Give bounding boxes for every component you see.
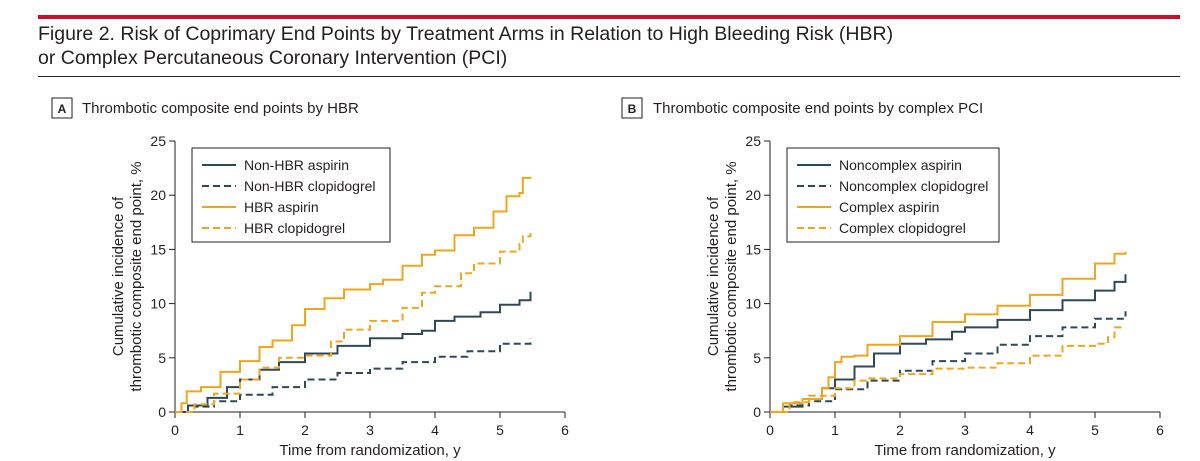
x-tick-label: 2 xyxy=(896,422,904,438)
y-tick-label: 25 xyxy=(150,133,166,149)
x-tick-label: 0 xyxy=(766,422,774,438)
y-tick-label: 20 xyxy=(745,187,761,203)
y-tick-label: 5 xyxy=(753,350,761,366)
chart-panel-b: B Thrombotic composite end points by comp… xyxy=(621,97,1164,459)
x-tick-label: 6 xyxy=(1156,422,1164,438)
x-tick-label: 3 xyxy=(961,422,969,438)
panel-badge-letter: B xyxy=(628,102,637,116)
x-tick-label: 1 xyxy=(831,422,839,438)
x-axis-label: Time from randomization, y xyxy=(874,442,1056,459)
x-tick-label: 4 xyxy=(1026,422,1034,438)
figure-title: Figure 2. Risk of Coprimary End Points b… xyxy=(38,22,1180,70)
series-line-3 xyxy=(175,176,532,413)
series-line-1 xyxy=(175,291,532,413)
x-tick-label: 5 xyxy=(496,422,504,438)
y-axis-label-line-2: thrombotic composite end point, % xyxy=(128,161,145,391)
x-tick-label: 2 xyxy=(301,422,309,438)
x-tick-label: 3 xyxy=(366,422,374,438)
legend-label-2: Non-HBR clopidogrel xyxy=(244,178,376,194)
y-tick-label: 0 xyxy=(158,404,166,420)
panel-badge-letter: A xyxy=(58,102,67,116)
legend-label-1: Noncomplex aspirin xyxy=(839,157,962,173)
panel-badge xyxy=(621,97,643,119)
legend-label-2: Noncomplex clopidogrel xyxy=(839,178,988,194)
legend-label-1: Non-HBR aspirin xyxy=(244,157,349,173)
series-line-4 xyxy=(770,326,1126,413)
panel-title: Thrombotic composite end points by HBR xyxy=(82,100,359,117)
series-line-4 xyxy=(175,233,532,413)
legend-box xyxy=(786,147,1000,243)
series-line-2 xyxy=(175,338,532,413)
x-tick-label: 5 xyxy=(1091,422,1099,438)
x-tick-label: 4 xyxy=(431,422,439,438)
y-tick-label: 10 xyxy=(745,296,761,312)
y-tick-label: 10 xyxy=(150,296,166,312)
x-tick-label: 0 xyxy=(171,422,179,438)
legend-label-3: Complex aspirin xyxy=(839,199,939,215)
y-tick-label: 15 xyxy=(150,241,166,257)
y-tick-label: 15 xyxy=(745,241,761,257)
y-tick-label: 20 xyxy=(150,187,166,203)
series-line-3 xyxy=(770,251,1127,413)
figure-title-line-2: or Complex Percutaneous Coronary Interve… xyxy=(38,47,508,69)
chart-panel-a: A Thrombotic composite end points by HBR 0… xyxy=(51,97,569,459)
legend-box xyxy=(191,147,391,243)
chart-legend: Noncomplex aspirin Noncomplex clopidogrel… xyxy=(786,147,1000,243)
y-tick-label: 0 xyxy=(753,404,761,420)
legend-label-3: HBR aspirin xyxy=(244,199,319,215)
legend-label-4: HBR clopidogrel xyxy=(244,220,345,236)
figure-title-line-1: Figure 2. Risk of Coprimary End Points b… xyxy=(38,23,894,45)
y-tick-label: 5 xyxy=(158,350,166,366)
y-axis-label-line-2: thrombotic composite end point, % xyxy=(723,161,740,391)
figure-top-rule xyxy=(38,15,1180,19)
chart-legend: Non-HBR aspirin Non-HBR clopidogrel HBR as… xyxy=(191,147,391,243)
y-axis-label-line-1: Cumulative incidence of xyxy=(705,196,722,356)
series-line-2 xyxy=(770,311,1127,413)
panel-badge xyxy=(51,97,73,119)
x-tick-label: 6 xyxy=(561,422,569,438)
series-line-1 xyxy=(770,274,1127,413)
x-axis-label: Time from randomization, y xyxy=(279,442,461,459)
panel-title: Thrombotic composite end points by compl… xyxy=(653,100,983,117)
figure-title-rule xyxy=(38,76,1180,77)
y-axis-label-line-1: Cumulative incidence of xyxy=(110,196,127,356)
legend-label-4: Complex clopidogrel xyxy=(839,220,966,236)
y-tick-label: 25 xyxy=(745,133,761,149)
x-tick-label: 1 xyxy=(236,422,244,438)
